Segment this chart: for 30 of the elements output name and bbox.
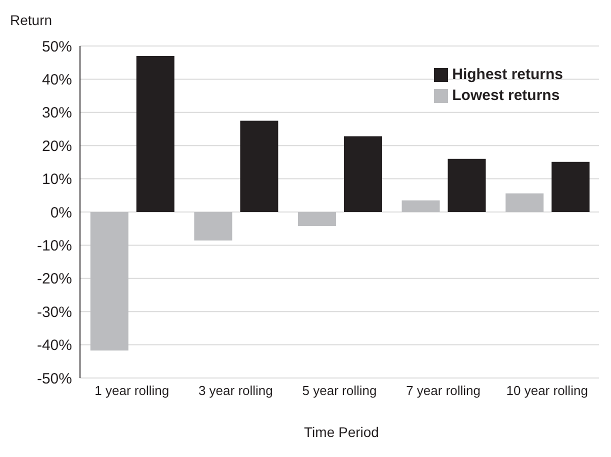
y-tick-label: -30% — [36, 304, 72, 321]
x-axis-title: Time Period — [303, 424, 380, 440]
bar — [344, 136, 382, 212]
x-tick-label: 7 year rolling — [406, 383, 481, 398]
y-tick-label: 40% — [42, 72, 72, 89]
bar — [136, 56, 174, 212]
x-tick-label: 5 year rolling — [302, 383, 377, 398]
bar — [506, 193, 544, 212]
y-tick-label: -50% — [36, 370, 72, 388]
x-tick-label: 10 year rolling — [506, 383, 588, 398]
bar — [298, 212, 336, 226]
y-axis-title: Return — [10, 12, 52, 28]
bar — [194, 212, 232, 241]
y-tick-label: 50% — [42, 38, 72, 56]
bar — [90, 212, 128, 350]
y-tick-label: -40% — [36, 337, 72, 354]
bar — [402, 200, 440, 212]
bar — [240, 120, 278, 212]
x-tick-label: 3 year rolling — [198, 383, 273, 398]
bar — [552, 162, 590, 212]
x-tick-label: 1 year rolling — [94, 383, 170, 398]
y-tick-label: 0% — [50, 204, 72, 222]
y-tick-label: 10% — [42, 171, 72, 188]
y-tick-label: 30% — [42, 104, 72, 122]
y-tick-label: -20% — [36, 270, 72, 288]
legend-label: Highest returns — [452, 66, 563, 83]
y-tick-label: 20% — [42, 138, 72, 155]
bar — [448, 158, 486, 212]
legend-label: Lowest returns — [452, 87, 560, 104]
y-tick-label: -10% — [36, 238, 72, 255]
